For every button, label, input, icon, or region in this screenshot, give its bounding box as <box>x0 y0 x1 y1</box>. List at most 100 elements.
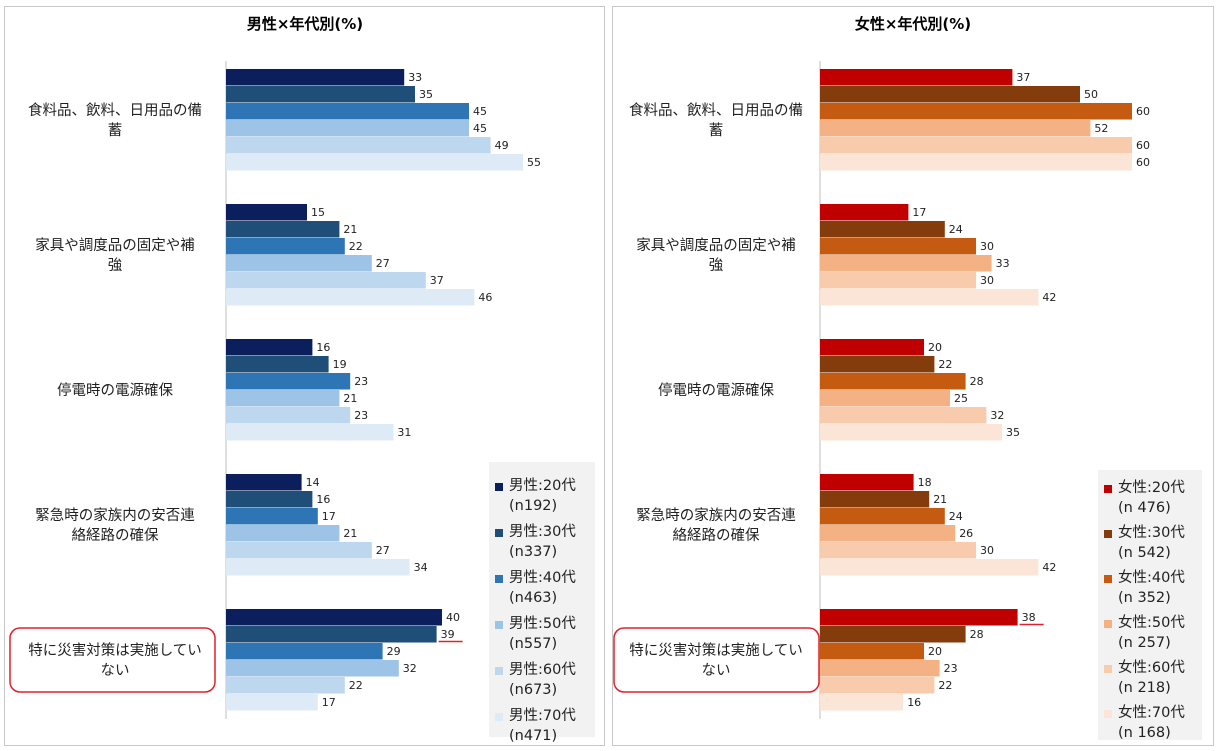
value-label: 30 <box>980 240 994 253</box>
bar <box>226 137 491 154</box>
legend-label: 女性:60代 (n 218) <box>1118 660 1185 696</box>
value-label: 29 <box>387 645 401 658</box>
legend-swatch <box>1104 710 1112 718</box>
bar <box>226 525 340 542</box>
legend-label: 女性:30代 (n 542) <box>1118 525 1185 561</box>
legend-swatch <box>1104 575 1112 583</box>
bar <box>820 508 945 525</box>
bar <box>820 390 950 407</box>
bar <box>226 238 345 255</box>
bar <box>820 339 924 356</box>
legend-swatch <box>1104 530 1112 538</box>
bar <box>226 407 351 424</box>
bar <box>820 643 924 660</box>
category-label: 停電時の電源確保 <box>57 382 173 399</box>
legend-label: 女性:50代 (n 257) <box>1118 615 1185 651</box>
legend-swatch <box>1104 620 1112 628</box>
male-legend: 男性:20代 (n192) 男性:30代 (n337) 男性:40代 (n463) 男… <box>489 462 595 744</box>
value-label: 17 <box>322 510 336 523</box>
bar <box>226 626 437 643</box>
bar <box>226 204 307 221</box>
category-label: 停電時の電源確保 <box>658 382 774 399</box>
bar <box>226 373 351 390</box>
value-label: 28 <box>970 375 984 388</box>
legend-label: 男性:60代 (n673) <box>509 662 576 698</box>
category-label: ない <box>702 662 731 679</box>
category-label: 緊急時の家族内の安否連 <box>636 507 796 524</box>
female-legend: 女性:20代 (n 476) 女性:30代 (n 542) 女性:40代 (n 35… <box>1098 470 1202 741</box>
value-label: 16 <box>316 341 330 354</box>
bar <box>820 373 966 390</box>
male-chart-panel: 男性×年代別(%) 食料品、飲料、日用品の備蓄 33 35 45 45 49 55 家具や調度品… <box>4 6 605 746</box>
chart-title: 男性×年代別(%) <box>247 15 363 33</box>
bar <box>820 677 935 694</box>
bar <box>226 69 405 86</box>
bar <box>226 643 383 660</box>
value-label: 22 <box>349 679 363 692</box>
category-label: 蓄 <box>709 122 724 139</box>
value-label: 24 <box>949 510 963 523</box>
legend-label: 女性:20代 (n 476) <box>1118 480 1185 516</box>
value-label: 35 <box>419 88 433 101</box>
category-label: 緊急時の家族内の安否連 <box>35 507 195 524</box>
value-label: 14 <box>306 476 320 489</box>
bar <box>226 120 469 137</box>
category-label: 特に災害対策は実施してい <box>28 642 202 659</box>
value-label: 28 <box>970 628 984 641</box>
value-label: 27 <box>376 257 390 270</box>
bar <box>226 660 399 677</box>
value-label: 31 <box>397 426 411 439</box>
value-label: 35 <box>1006 426 1020 439</box>
bar <box>226 559 410 576</box>
value-label: 21 <box>343 392 357 405</box>
category-label: 強 <box>108 257 123 274</box>
category-label: 特に災害対策は実施してい <box>629 642 803 659</box>
value-label: 16 <box>316 493 330 506</box>
category-label: 家具や調度品の固定や補 <box>636 237 796 254</box>
bar <box>820 474 914 491</box>
bar <box>820 289 1039 306</box>
bar <box>820 255 992 272</box>
bar <box>226 474 302 491</box>
bar <box>226 424 394 441</box>
value-label: 40 <box>446 611 460 624</box>
value-label: 22 <box>349 240 363 253</box>
bar <box>226 339 313 356</box>
legend-swatch <box>1104 665 1112 673</box>
category-label: 食料品、飲料、日用品の備 <box>629 102 803 119</box>
bar <box>820 120 1091 137</box>
value-label: 32 <box>990 409 1004 422</box>
value-label: 23 <box>944 662 958 675</box>
bar <box>820 609 1018 626</box>
bar <box>820 525 956 542</box>
legend-swatch <box>495 483 503 491</box>
bar <box>226 272 426 289</box>
value-label: 15 <box>311 206 325 219</box>
value-label: 60 <box>1136 105 1150 118</box>
category-label: ない <box>101 662 130 679</box>
bar <box>226 103 469 120</box>
bar <box>226 677 345 694</box>
value-label: 23 <box>354 409 368 422</box>
value-label: 21 <box>933 493 947 506</box>
bar <box>820 86 1080 103</box>
category-label: 家具や調度品の固定や補 <box>35 237 195 254</box>
highlight-box <box>9 627 216 693</box>
bar <box>820 559 1039 576</box>
value-label: 52 <box>1094 122 1108 135</box>
bar <box>226 86 415 103</box>
value-label: 33 <box>408 71 422 84</box>
value-label: 22 <box>938 358 952 371</box>
legend-label: 男性:30代 (n337) <box>509 524 576 560</box>
bar <box>226 694 318 711</box>
category-label: 絡経路の確保 <box>72 527 159 544</box>
bar <box>820 238 976 255</box>
value-label: 21 <box>343 223 357 236</box>
bar <box>820 221 945 238</box>
value-label: 22 <box>938 679 952 692</box>
value-label: 33 <box>996 257 1010 270</box>
bar <box>226 609 442 626</box>
value-label: 60 <box>1136 139 1150 152</box>
